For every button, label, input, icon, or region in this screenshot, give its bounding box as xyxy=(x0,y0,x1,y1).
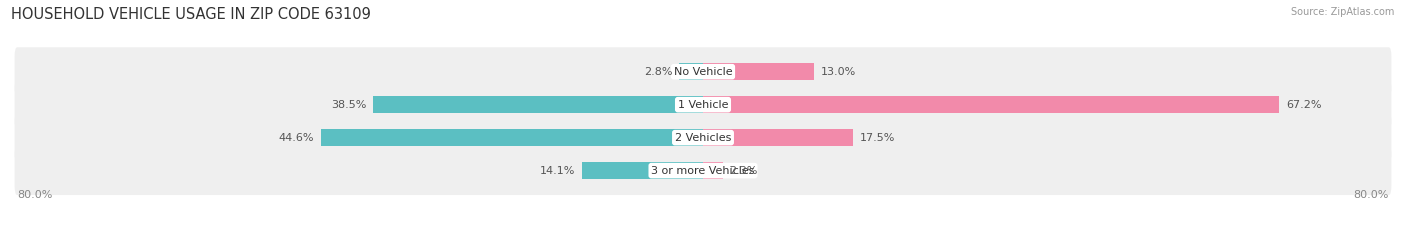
Bar xyxy=(373,96,703,113)
FancyBboxPatch shape xyxy=(14,80,1392,129)
FancyBboxPatch shape xyxy=(14,146,1392,195)
Bar xyxy=(703,96,1279,113)
FancyBboxPatch shape xyxy=(14,47,1392,96)
Bar xyxy=(582,162,703,179)
Bar xyxy=(679,63,703,80)
FancyBboxPatch shape xyxy=(14,113,1392,162)
Bar xyxy=(703,162,723,179)
Text: 2.8%: 2.8% xyxy=(644,67,672,77)
Text: 80.0%: 80.0% xyxy=(1354,190,1389,200)
Text: 17.5%: 17.5% xyxy=(860,133,896,143)
Text: 2 Vehicles: 2 Vehicles xyxy=(675,133,731,143)
Text: 67.2%: 67.2% xyxy=(1286,100,1322,110)
Text: 38.5%: 38.5% xyxy=(330,100,366,110)
Text: 3 or more Vehicles: 3 or more Vehicles xyxy=(651,166,755,176)
Text: 1 Vehicle: 1 Vehicle xyxy=(678,100,728,110)
Text: 80.0%: 80.0% xyxy=(17,190,52,200)
Text: 44.6%: 44.6% xyxy=(278,133,314,143)
Bar xyxy=(703,129,853,146)
Text: 2.3%: 2.3% xyxy=(730,166,758,176)
Text: 14.1%: 14.1% xyxy=(540,166,575,176)
Text: 13.0%: 13.0% xyxy=(821,67,856,77)
Bar xyxy=(321,129,703,146)
Bar xyxy=(703,63,814,80)
Text: Source: ZipAtlas.com: Source: ZipAtlas.com xyxy=(1291,7,1395,17)
Text: No Vehicle: No Vehicle xyxy=(673,67,733,77)
Text: HOUSEHOLD VEHICLE USAGE IN ZIP CODE 63109: HOUSEHOLD VEHICLE USAGE IN ZIP CODE 6310… xyxy=(11,7,371,22)
